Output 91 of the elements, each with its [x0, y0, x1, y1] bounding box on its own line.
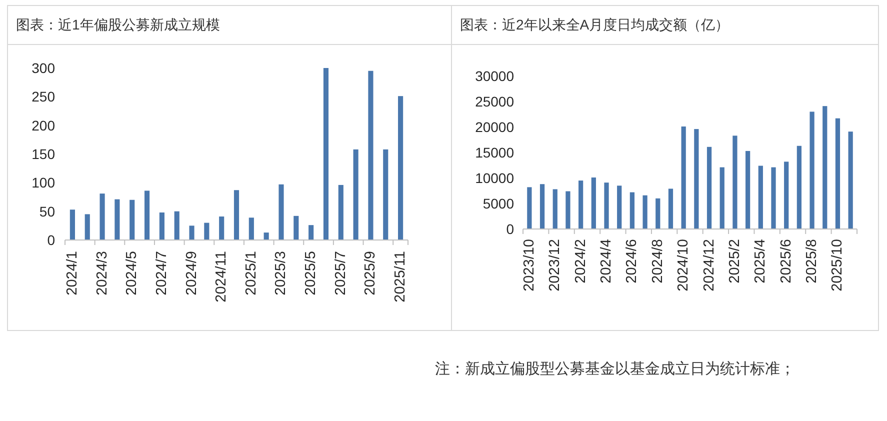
bar	[591, 177, 596, 229]
x-tick-label: 2024/3	[94, 251, 110, 296]
bar	[796, 146, 802, 229]
x-tick-label: 2024/10	[676, 239, 692, 292]
bar	[642, 195, 648, 229]
x-tick-label: 2024/9	[184, 251, 200, 296]
y-tick-label: 300	[32, 60, 56, 76]
bar	[758, 166, 763, 229]
x-tick-label: 2025/7	[332, 251, 349, 296]
x-tick-label: 2025/8	[804, 239, 820, 284]
bar	[159, 212, 164, 240]
bar	[234, 190, 240, 240]
bar	[706, 146, 712, 229]
y-tick-label: 0	[47, 232, 56, 248]
bar	[540, 184, 545, 229]
x-tick-label: 2025/4	[752, 239, 769, 284]
bar	[668, 188, 674, 229]
x-tick-label: 2025/2	[726, 239, 743, 284]
x-tick-label: 2025/1	[243, 251, 260, 296]
bar	[174, 211, 180, 240]
bar	[114, 199, 120, 240]
bar	[732, 136, 738, 229]
y-tick-label: 200	[32, 117, 56, 134]
bar	[848, 132, 853, 229]
x-tick-label: 2025/6	[778, 239, 794, 284]
chart-title: 图表：近2年以来全A月度日均成交额（亿）	[460, 16, 730, 32]
bar	[630, 192, 635, 229]
y-tick-label: 150	[32, 146, 56, 162]
text: 注：新成立偏股型公募基金以基金成立日为统计标准；	[435, 360, 795, 378]
y-tick-label: 100	[32, 174, 56, 191]
bar	[566, 191, 570, 229]
x-tick-label: 2024/5	[124, 251, 140, 296]
bar	[264, 232, 269, 240]
y-tick-label: 0	[506, 221, 514, 237]
y-tick-label: 20000	[475, 119, 514, 135]
y-tick-label: 250	[32, 88, 56, 105]
bar	[248, 218, 254, 240]
x-tick-label: 2025/9	[362, 251, 379, 296]
x-tick-label: 2024/8	[650, 239, 666, 284]
bar	[144, 190, 150, 240]
bar	[70, 210, 75, 240]
bar	[835, 118, 840, 229]
y-tick-label: 25000	[475, 94, 514, 110]
x-tick-label: 2023/12	[547, 239, 564, 292]
bar	[694, 129, 699, 229]
bar	[681, 126, 686, 229]
bar	[578, 180, 584, 229]
bar	[617, 186, 622, 229]
bar	[278, 184, 284, 240]
bar	[353, 149, 358, 240]
bar	[84, 214, 90, 240]
bar	[784, 162, 789, 229]
bar	[810, 112, 814, 229]
x-tick-label: 2025/5	[303, 251, 320, 296]
bar	[398, 96, 404, 240]
bar	[294, 216, 299, 240]
x-tick-label: 2024/12	[701, 239, 718, 292]
bar	[720, 167, 724, 229]
x-tick-label: 2024/6	[624, 239, 640, 284]
bar	[308, 225, 314, 240]
bar	[656, 198, 660, 229]
bar	[219, 216, 224, 240]
x-tick-label: 2025/11	[392, 251, 409, 302]
bar	[323, 68, 329, 240]
x-tick-label: 2024/4	[598, 239, 614, 284]
bar	[204, 222, 210, 240]
x-tick-label: 2025/3	[273, 251, 290, 296]
y-tick-label: 30000	[475, 68, 514, 84]
x-tick-label: 2024/7	[154, 251, 170, 296]
bar	[771, 167, 776, 229]
x-tick-label: 2024/1	[64, 251, 80, 296]
bar	[383, 149, 388, 240]
y-tick-label: 5000	[482, 196, 514, 212]
x-tick-label: 2024/2	[572, 239, 589, 284]
x-tick-label: 2023/10	[521, 239, 538, 292]
x-tick-label: 2024/11	[214, 251, 230, 302]
bar	[130, 200, 135, 240]
bar	[338, 184, 344, 240]
bar	[604, 182, 609, 229]
bar	[822, 106, 828, 229]
bar	[527, 187, 532, 229]
y-tick-label: 50	[39, 203, 56, 220]
x-tick-label: 2025/10	[830, 239, 846, 292]
bar	[552, 189, 558, 229]
bar	[100, 194, 105, 240]
bar	[368, 70, 374, 240]
y-tick-label: 15000	[475, 144, 514, 160]
bar	[745, 150, 750, 229]
y-tick-label: 10000	[475, 170, 514, 186]
chart-title: 图表：近1年偏股公募新成立规模	[16, 16, 220, 32]
bar	[189, 226, 194, 240]
